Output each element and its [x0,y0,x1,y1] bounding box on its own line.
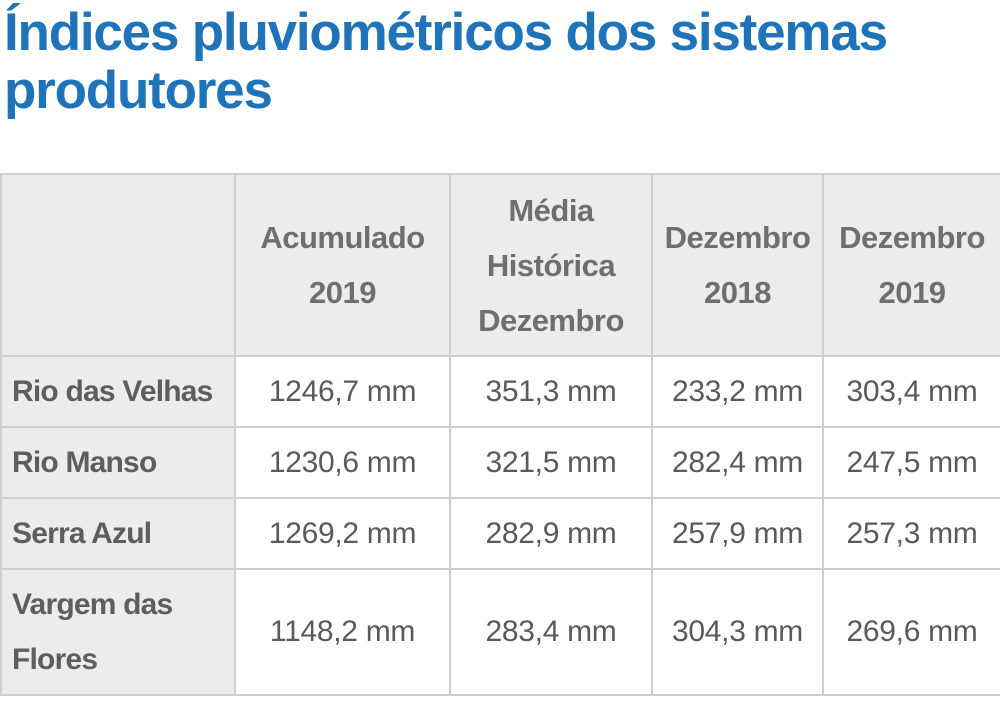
table-cell: 247,5 mm [822,426,1000,499]
table-cell: 1269,2 mm [234,497,451,570]
table-cell: 269,6 mm [822,568,1000,696]
header-line: 2019 [309,275,376,310]
header-media-historica: Média Histórica Dezembro [449,173,653,357]
row-label: Rio das Velhas [0,355,236,428]
table-cell: 257,9 mm [651,497,824,570]
header-line: Acumulado [260,220,425,255]
table-cell: 283,4 mm [449,568,653,696]
row-label: Rio Manso [0,426,236,499]
header-dezembro-2018: Dezembro 2018 [651,173,824,357]
table-row: Vargem das Flores 1148,2 mm 283,4 mm 304… [0,568,1000,696]
header-line: Histórica [486,247,616,283]
table-cell: 1246,7 mm [234,355,451,428]
table-cell: 257,3 mm [822,497,1000,570]
table-cell: 1230,6 mm [234,426,451,499]
table-cell: 1148,2 mm [234,568,451,696]
table-cell: 282,9 mm [449,497,653,570]
table-row: Serra Azul 1269,2 mm 282,9 mm 257,9 mm 2… [0,497,1000,570]
row-label: Serra Azul [0,497,236,570]
header-line: Dezembro [478,302,624,338]
row-label: Vargem das Flores [0,568,236,696]
table-header-row: Acumulado 2019 Média Histórica Dezembro … [0,173,1000,357]
header-empty [0,173,236,357]
header-line: Dezembro [664,220,811,255]
header-line: Média [508,192,594,228]
table-row: Rio Manso 1230,6 mm 321,5 mm 282,4 mm 24… [0,426,1000,499]
header-dezembro-2019: Dezembro 2019 [822,173,1000,357]
rainfall-table: Acumulado 2019 Média Histórica Dezembro … [0,173,1000,696]
table-cell: 351,3 mm [449,355,653,428]
header-line: 2019 [878,275,946,310]
header-line: 2018 [704,275,771,310]
page-title: Índices pluviométricos dos sistemas prod… [4,3,888,120]
table-cell: 321,5 mm [449,426,653,499]
table-cell: 303,4 mm [822,355,1000,428]
table-cell: 233,2 mm [651,355,824,428]
table-cell: 282,4 mm [651,426,824,499]
table-row: Rio das Velhas 1246,7 mm 351,3 mm 233,2 … [0,355,1000,428]
table-cell: 304,3 mm [651,568,824,696]
header-line: Dezembro [839,220,985,255]
header-acumulado-2019: Acumulado 2019 [234,173,451,357]
